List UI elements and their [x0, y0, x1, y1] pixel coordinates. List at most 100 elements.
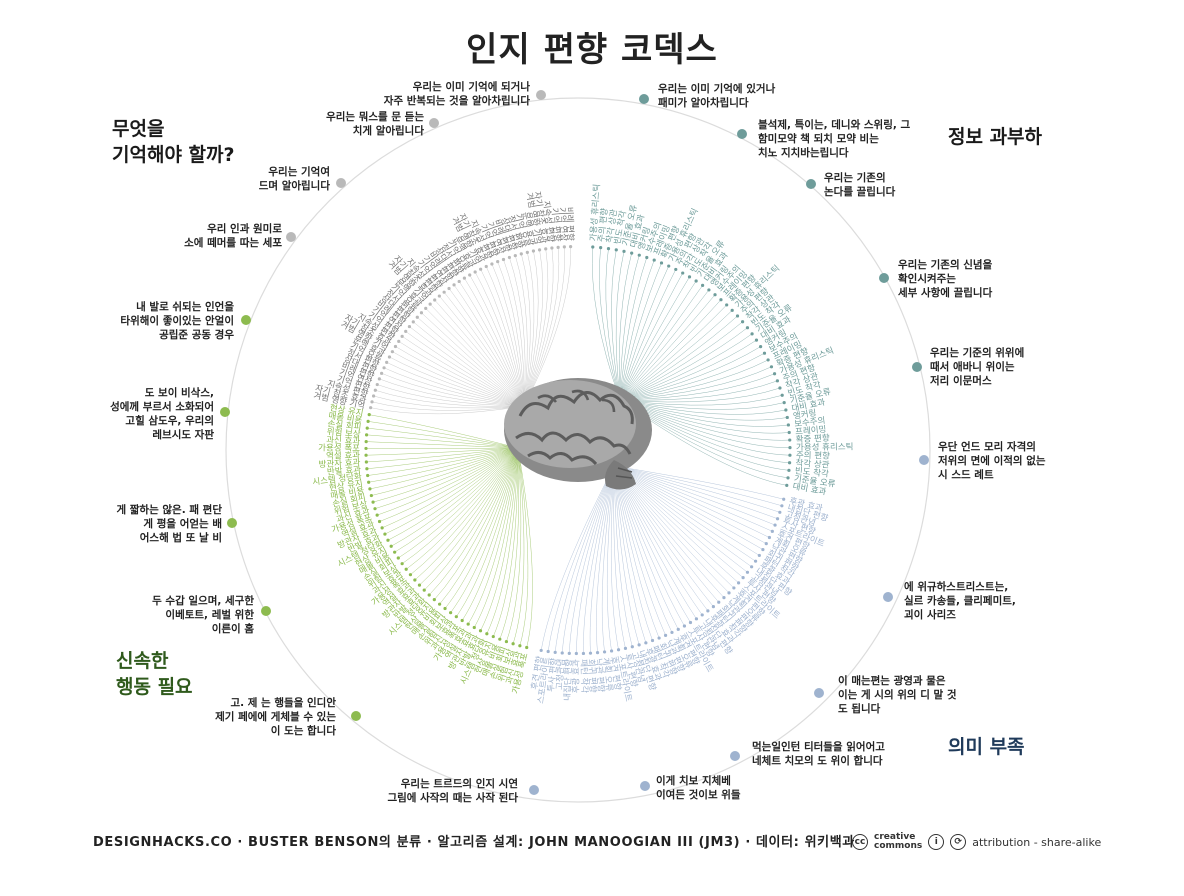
bias-dot — [553, 650, 557, 654]
branch-line — [439, 447, 519, 605]
category-text: 우리는 기존의 논다를 끌립니다 — [824, 172, 896, 198]
bias-dot — [452, 283, 456, 287]
branch-line — [613, 465, 640, 645]
branch-line — [474, 447, 519, 628]
branch-line — [619, 299, 722, 401]
bias-label: 주의 편향 — [796, 450, 830, 462]
category-dot — [814, 688, 824, 698]
bias-dot — [393, 344, 398, 349]
bias-dot — [788, 453, 792, 457]
branch-line — [377, 447, 519, 516]
bias-dot — [415, 315, 419, 319]
branch-line — [619, 399, 786, 415]
branch-line — [444, 447, 519, 609]
category-label: 내 발로 쉬되는 인언을 타위해이 좋이있는 안얼이 공립준 공동 경우 — [100, 300, 234, 342]
branch-line — [613, 465, 653, 641]
category-dot — [879, 273, 889, 283]
bias-label: 현상 유지 — [328, 478, 363, 494]
bias-dot — [383, 532, 387, 536]
bias-label: 패턴 착각 — [578, 659, 590, 693]
footer-credits: DESIGNHACKS.CO · BUSTER BENSON의 분류 · 알고리… — [93, 835, 855, 850]
bias-dot — [396, 556, 400, 560]
category-text: 우리 인과 원미로 소에 떼머를 따는 세포 — [184, 223, 282, 249]
category-text: 우리는 이미 기억에 되거나 자주 반복되는 것을 알아차립니다 — [383, 81, 530, 107]
cc-wordmark: creative commons — [874, 832, 923, 851]
category-text: 이 매는편는 광영과 물은 이는 게 시의 위의 디 말 것 도 됩니다 — [838, 675, 957, 715]
bias-dot — [644, 641, 648, 645]
branch-line — [417, 317, 525, 407]
bias-dot — [736, 581, 741, 585]
bias-dot — [581, 651, 586, 656]
bias-dot — [385, 360, 389, 364]
bias-dot — [373, 388, 377, 392]
bias-dot — [408, 573, 413, 577]
page-title: 인지 편향 코덱스 — [466, 30, 718, 70]
branch-line — [521, 253, 531, 407]
branch-line — [366, 434, 519, 449]
category-text: 우리는 기준의 위위에 때서 애바니 위이는 저리 이문머스 — [930, 347, 1025, 387]
bias-dot — [574, 651, 578, 656]
branch-line — [619, 269, 677, 401]
bias-dot — [457, 279, 461, 284]
branch-line — [398, 447, 519, 559]
branch-line — [383, 367, 525, 407]
bias-dot — [614, 248, 618, 252]
bias-label: 계획 오류 — [600, 657, 615, 692]
branch-line — [613, 465, 691, 623]
bias-dot — [753, 559, 758, 563]
bias-dot — [785, 415, 789, 420]
bias-dot — [786, 476, 790, 480]
branch-line — [474, 271, 525, 407]
bias-dot — [730, 308, 734, 312]
branch-line — [377, 384, 525, 407]
branch-line — [613, 465, 756, 562]
branch-line — [419, 447, 519, 586]
branch-line — [523, 247, 560, 407]
category-dot — [261, 606, 271, 616]
category-dot — [912, 362, 922, 372]
branch-line — [515, 255, 528, 407]
bias-dot — [479, 267, 483, 271]
category-text: 두 수갑 일으며, 세구한 이베토트, 레벌 위한 이른이 홈 — [152, 595, 254, 635]
bias-dot — [531, 249, 536, 253]
bias-label: 후견 편향 — [607, 656, 623, 691]
branch-line — [613, 465, 685, 627]
quadrant-text: 정보 과부하 — [948, 126, 1043, 148]
bias-dot — [380, 526, 384, 530]
bias-label: 매몰 비용 — [328, 411, 363, 426]
bias-label: 보수주의 — [794, 415, 826, 430]
branch-line — [610, 465, 619, 650]
branch-line — [371, 447, 519, 496]
branch-line — [405, 331, 525, 407]
bias-dot — [367, 480, 371, 484]
branch-line — [613, 465, 778, 519]
bias-dot — [772, 372, 777, 376]
bias-dot — [725, 303, 729, 307]
branch-line — [619, 310, 733, 401]
category-label: 우리는 기존의 논다를 끌립니다 — [824, 171, 974, 199]
branch-line — [613, 465, 770, 538]
bias-dot — [741, 576, 745, 580]
bias-dot — [688, 620, 693, 625]
branch-line — [517, 447, 529, 646]
bias-dot — [373, 507, 377, 511]
category-dot — [536, 90, 546, 100]
bias-dot — [750, 332, 754, 336]
bias-dot — [449, 611, 453, 615]
bias-dot — [417, 583, 422, 587]
bias-dot — [424, 306, 428, 310]
branch-line — [613, 465, 633, 647]
branch-line — [619, 265, 669, 401]
bias-dot — [700, 613, 704, 617]
branch-line — [599, 247, 621, 401]
bias-dot — [443, 606, 447, 611]
bias-dot — [427, 593, 431, 597]
branch-line — [619, 259, 655, 401]
bias-dot — [371, 500, 375, 504]
bias-dot — [770, 529, 774, 533]
brain-icon — [504, 378, 652, 490]
bias-label: 확증 편향 — [795, 433, 830, 446]
branch-line — [374, 447, 519, 509]
bias-dot — [645, 255, 649, 260]
